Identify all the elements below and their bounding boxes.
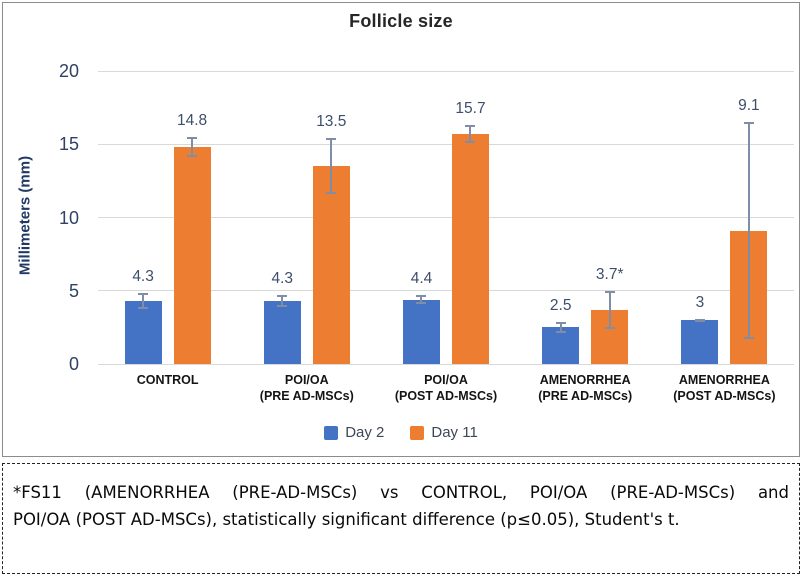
bar (451, 134, 489, 364)
error-bar-cap (187, 155, 198, 158)
data-label: 4.3 (271, 270, 294, 288)
bar-group: 4.3 13.5 (237, 71, 376, 364)
legend-item: Day 2 (324, 424, 384, 441)
error-bar (330, 138, 333, 195)
data-label: 13.5 (316, 113, 347, 131)
error-bar-cap (187, 136, 198, 139)
data-label: 4.3 (132, 267, 154, 285)
category-label-line: (POST AD-MSCs) (673, 389, 776, 403)
category-label-line: (PRE AD-MSCs) (259, 389, 354, 403)
error-bar-cap (138, 307, 149, 310)
legend-swatch (324, 425, 339, 440)
error-bar-cap (604, 290, 615, 293)
error-bar-cap (138, 292, 149, 295)
bar-group: 4.4 15.7 (376, 71, 515, 364)
error-bar-cap (604, 326, 615, 329)
error-bar (469, 125, 472, 143)
error-bar (747, 122, 750, 340)
error-bar-cap (743, 122, 754, 125)
error-bar-cap (465, 125, 476, 128)
category-label: AMENORRHEA (POST AD-MSCs) (651, 372, 798, 404)
bar (681, 320, 719, 364)
data-label: 2.5 (549, 296, 572, 314)
gridline (98, 217, 794, 218)
plot-area: 4.3 14.8 4.3 13.5 4.4 15.7 2.5 3.7* 3 9.1 (98, 70, 794, 365)
error-bar-cap (465, 140, 476, 143)
category-label-line: (PRE AD-MSCs) (538, 389, 633, 403)
category-label-line: POI/OA (284, 373, 329, 387)
legend: Day 2 Day 11 (3, 424, 799, 441)
error-bar (281, 295, 284, 307)
y-tick-label: 10 (58, 207, 79, 228)
error-bar (191, 136, 194, 158)
chart-title: Follicle size (349, 11, 453, 31)
bar-group: 3 9.1 (655, 71, 794, 364)
bar (542, 327, 580, 364)
legend-swatch (410, 425, 425, 440)
footnote-box: *FS11 (AMENORRHEA (PRE-AD-MSCs) vs CONTR… (2, 463, 800, 574)
bar (173, 147, 211, 364)
chart-panel: Follicle size Millimeters (mm) 0 5 10 15 20 … (2, 2, 800, 457)
bar-group: 4.3 14.8 (98, 71, 237, 364)
bar (124, 301, 162, 364)
data-label: 9.1 (738, 97, 760, 115)
bar (263, 301, 301, 364)
error-bar-cap (694, 319, 705, 322)
category-label-line: CONTROL (136, 373, 199, 387)
category-label-line: AMENORRHEA (539, 373, 631, 387)
gridline (98, 143, 794, 145)
data-label: 3 (695, 293, 705, 311)
y-tick-label: 5 (68, 280, 79, 301)
category-label-line: AMENORRHEA (678, 373, 770, 387)
error-bar (559, 321, 562, 334)
error-bar-cap (326, 192, 337, 195)
error-bar-cap (743, 337, 754, 340)
error-bar-cap (555, 331, 566, 334)
gridline (98, 70, 794, 72)
category-label-line: (POST AD-MSCs) (394, 389, 498, 403)
error-bar-cap (416, 301, 427, 304)
data-label: 14.8 (177, 111, 208, 129)
bar (402, 299, 440, 364)
data-label: 4.4 (410, 270, 433, 288)
legend-item: Day 11 (410, 424, 478, 441)
error-bar (420, 295, 423, 304)
bar (312, 166, 350, 364)
legend-label: Day 11 (431, 424, 478, 441)
category-label: POI/OA (PRE AD-MSCs) (233, 372, 380, 404)
error-bar-cap (416, 295, 427, 298)
error-bar (608, 290, 611, 329)
gridline (98, 363, 794, 365)
y-tick-label: 0 (68, 354, 79, 374)
category-label-line: POI/OA (424, 373, 468, 387)
data-label: 3.7* (595, 265, 624, 283)
y-tick-label: 15 (58, 134, 79, 155)
category-label: POI/OA (POST AD-MSCs) (372, 372, 519, 404)
category-label: CONTROL (94, 372, 241, 388)
error-bar-cap (326, 138, 337, 141)
error-bar-cap (555, 321, 566, 324)
footnote-line: POI/OA (POST AD-MSCs), statistically sig… (13, 509, 680, 529)
y-tick-label: 20 (58, 61, 79, 81)
data-label: 15.7 (455, 100, 486, 118)
footnote-line: *FS11 (AMENORRHEA (PRE-AD-MSCs) vs CONTR… (13, 483, 789, 502)
bar-group: 2.5 3.7* (516, 71, 655, 364)
y-axis-tick-labels: 0 5 10 15 20 (3, 3, 87, 456)
error-bar (142, 292, 145, 310)
gridline (98, 290, 794, 292)
error-bar-cap (277, 295, 288, 298)
legend-label: Day 2 (345, 424, 385, 441)
category-label: AMENORRHEA (PRE AD-MSCs) (512, 372, 659, 404)
error-bar-cap (277, 304, 288, 307)
